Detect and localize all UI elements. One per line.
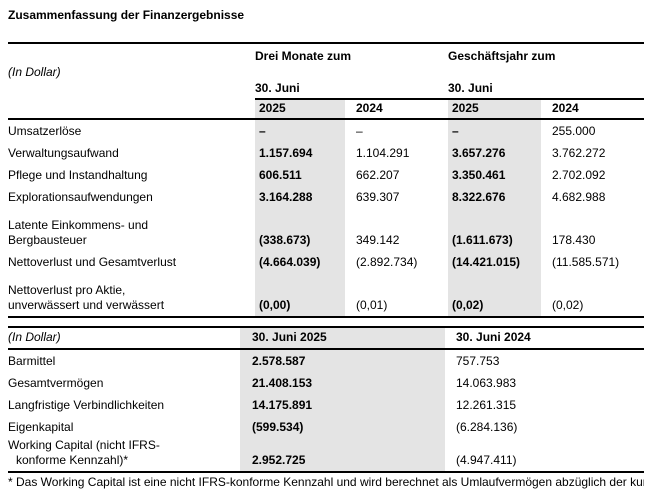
- cell-value: (1.611.673): [448, 208, 541, 251]
- cell-value: (11.585.571): [552, 255, 620, 269]
- row-label: Pflege und Instandhaltung: [8, 168, 148, 182]
- row-label: Gesamtvermögen: [8, 376, 104, 390]
- cell-value: –: [255, 120, 345, 142]
- unit-label: (In Dollar): [8, 64, 61, 79]
- table-row: Verwaltungsaufwand 1.157.694 1.104.291 3…: [8, 142, 644, 164]
- cell-value: 14.175.891: [240, 394, 445, 416]
- column-group-fiscal-year: Geschäftsjahr zum: [448, 49, 556, 63]
- cell-value: 1.157.694: [255, 142, 345, 164]
- table-row: Langfristige Verbindlichkeiten 14.175.89…: [8, 394, 644, 416]
- cell-value: 12.261.315: [456, 398, 517, 412]
- balance-sheet-table: (In Dollar) 30. Juni 2025 30. Juni 2024 …: [8, 326, 644, 473]
- table-row: Umsatzerlöse – – – 255.000: [8, 120, 644, 142]
- cell-value: –: [356, 124, 363, 138]
- table-row: Nettoverlust und Gesamtverlust (4.664.03…: [8, 251, 644, 273]
- cell-value: (2.892.734): [356, 255, 418, 269]
- cell-value: 8.322.676: [448, 186, 541, 208]
- table-row: Working Capital (nicht IFRS- konforme Ke…: [8, 438, 644, 471]
- cell-value: 349.142: [356, 233, 400, 247]
- cell-value: (4.664.039): [255, 251, 345, 273]
- cell-value: 21.408.153: [240, 372, 445, 394]
- cell-value: –: [448, 120, 541, 142]
- cell-value: 606.511: [255, 164, 345, 186]
- column-header-2024: 30. Juni 2024: [456, 330, 531, 344]
- year-header-row: 2025 2024 2025 2024: [8, 100, 644, 120]
- column-header-2025: 30. Juni 2025: [240, 328, 445, 348]
- table-row: Latente Einkommens- und Bergbausteuer (3…: [8, 208, 644, 251]
- page-title: Zusammenfassung der Finanzergebnisse: [8, 8, 245, 22]
- cell-value: (0,01): [356, 298, 388, 312]
- row-label: Langfristige Verbindlichkeiten: [8, 398, 165, 412]
- year-header: 2025: [255, 100, 345, 118]
- cell-value: 178.430: [552, 233, 596, 247]
- cell-value: (0,00): [255, 273, 345, 316]
- row-label: Nettoverlust pro Aktie, unverwässert und…: [8, 283, 165, 312]
- cell-value: (4.947.411): [456, 453, 517, 467]
- table-row: Pflege und Instandhaltung 606.511 662.20…: [8, 164, 644, 186]
- cell-value: 3.164.288: [255, 186, 345, 208]
- cell-value: (6.284.136): [456, 420, 518, 434]
- unit-label: (In Dollar): [8, 330, 61, 344]
- row-label: Nettoverlust und Gesamtverlust: [8, 255, 177, 269]
- row-label: Barmittel: [8, 354, 56, 368]
- table-row: Barmittel 2.578.587 757.753: [8, 350, 644, 372]
- cell-value: (0,02): [552, 298, 584, 312]
- column-group-three-months: Drei Monate zum: [255, 49, 352, 63]
- row-label: Explorationsaufwendungen: [8, 190, 153, 204]
- cell-value: 757.753: [456, 354, 500, 368]
- table-row: Explorationsaufwendungen 3.164.288 639.3…: [8, 186, 644, 208]
- cell-value: 2.952.725: [240, 438, 445, 471]
- table-row: Eigenkapital (599.534) (6.284.136): [8, 416, 644, 438]
- cell-value: 2.702.092: [552, 168, 606, 182]
- cell-value: 3.657.276: [448, 142, 541, 164]
- row-label: Latente Einkommens- und Bergbausteuer: [8, 218, 149, 247]
- subheader-date-three-months: 30. Juni: [255, 81, 300, 95]
- balance-sheet-header-row: (In Dollar) 30. Juni 2025 30. Juni 2024: [8, 328, 644, 350]
- results-table: (In Dollar) Drei Monate zum Geschäftsjah…: [8, 42, 644, 318]
- cell-value: 255.000: [552, 124, 596, 138]
- cell-value: 662.207: [356, 168, 400, 182]
- cell-value: 3.350.461: [448, 164, 541, 186]
- cell-value: 2.578.587: [240, 350, 445, 372]
- table-row: Nettoverlust pro Aktie, unverwässert und…: [8, 273, 644, 316]
- subheader-date-fiscal-year: 30. Juni: [448, 81, 493, 95]
- footnote-clipped: * Das Working Capital ist eine nicht IFR…: [8, 475, 644, 489]
- row-label: Umsatzerlöse: [8, 124, 82, 138]
- cell-value: 4.682.988: [552, 190, 606, 204]
- table-row: Gesamtvermögen 21.408.153 14.063.983: [8, 372, 644, 394]
- cell-value: 1.104.291: [356, 146, 410, 160]
- cell-value: 3.762.272: [552, 146, 606, 160]
- year-header: 2024: [552, 101, 579, 115]
- cell-value: 639.307: [356, 190, 400, 204]
- row-label: Working Capital (nicht IFRS- konforme Ke…: [8, 438, 160, 467]
- cell-value: (14.421.015): [448, 251, 541, 273]
- year-header: 2024: [356, 101, 383, 115]
- year-header: 2025: [448, 100, 541, 118]
- cell-value: (599.534): [240, 416, 445, 438]
- cell-value: (0,02): [448, 273, 541, 316]
- results-table-header: (In Dollar) Drei Monate zum Geschäftsjah…: [8, 44, 644, 100]
- row-label: Eigenkapital: [8, 420, 74, 434]
- cell-value: (338.673): [255, 208, 345, 251]
- cell-value: 14.063.983: [456, 376, 517, 390]
- row-label: Verwaltungsaufwand: [8, 146, 119, 160]
